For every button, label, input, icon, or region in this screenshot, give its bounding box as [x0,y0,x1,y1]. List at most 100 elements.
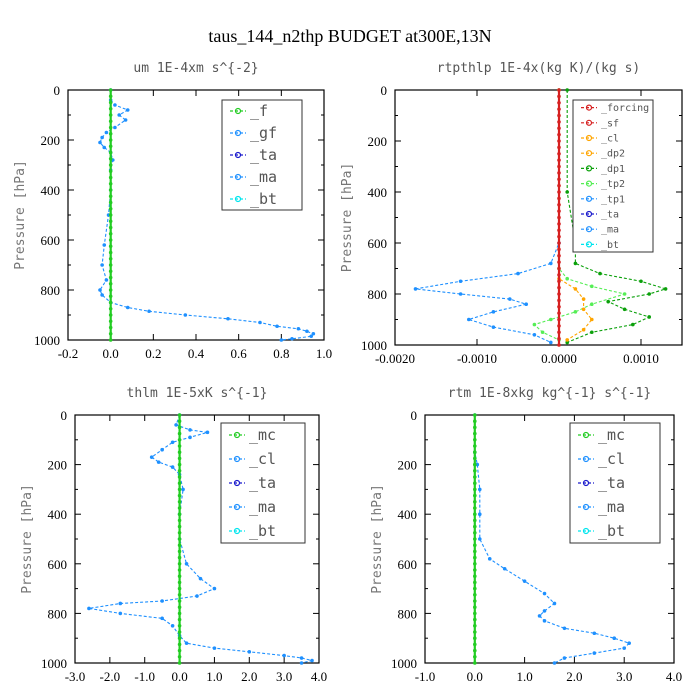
data-point [557,266,561,271]
y-tick-label: 600 [368,236,388,251]
y-tick-label: 400 [48,507,68,522]
data-point [184,562,189,566]
y-tick-label: 1000 [41,656,67,671]
data-point [177,431,182,436]
data-point [108,213,113,217]
legend-label: _ta [601,210,619,221]
data-point [104,278,109,282]
data-point [108,331,113,336]
data-point [473,648,477,653]
data-point [177,599,182,603]
data-point [177,518,182,523]
data-point [562,626,567,631]
data-point [108,200,113,205]
data-point [305,329,309,334]
x-tick-label: 2.0 [241,669,257,684]
data-point [557,241,561,245]
data-point [177,487,182,492]
data-point [177,506,182,510]
data-point [473,624,477,628]
data-point [108,281,113,286]
data-point [557,88,561,92]
data-point [108,113,113,117]
data-point [491,325,496,329]
legend-label: _ma [598,498,625,516]
legend-marker [585,119,593,126]
legend-marker [582,455,590,463]
data-point [177,624,182,628]
x-tick-label: 4.0 [666,669,682,684]
data-point [557,151,561,156]
data-point [212,586,217,591]
data-point [590,317,594,322]
data-point [108,163,113,167]
data-point [247,650,252,654]
data-point [557,222,561,226]
data-point [557,209,561,213]
data-point [177,450,182,455]
data-point [108,94,113,99]
legend-label: _tp2 [601,179,625,190]
data-point [557,317,561,322]
data-point [177,481,182,486]
data-point [100,263,104,267]
data-point [177,531,182,535]
data-point [108,119,113,124]
data-point [473,506,477,510]
data-point [174,423,178,427]
data-point [473,493,477,498]
legend-marker [582,527,590,535]
data-point [156,460,161,464]
x-tick-label: -0.2 [58,346,79,361]
data-point [473,438,477,442]
x-tick-label: 0.8 [273,346,289,361]
data-point [581,307,586,312]
data-point [565,190,569,194]
y-tick-label: 1000 [391,656,417,671]
data-point [258,320,262,325]
data-point [473,611,477,616]
data-point [226,316,230,321]
data-point [279,338,284,342]
data-point [108,250,113,255]
data-point [557,330,561,335]
data-point [296,326,301,331]
data-point [108,313,113,317]
x-tick-label: 1.0 [516,669,532,684]
data-point [108,306,113,311]
data-point [177,413,182,417]
data-point [590,302,594,307]
data-point [108,169,113,174]
data-point [458,292,463,296]
data-point [177,586,182,591]
y-tick-label: 600 [41,233,61,248]
data-point [557,273,561,277]
data-point [473,524,477,529]
y-tick-label: 1000 [34,333,60,348]
data-point [108,294,113,299]
data-point [177,593,182,597]
legend-label: _ta [249,474,276,492]
y-tick-label: 200 [48,458,68,473]
legend-marker [582,503,590,511]
data-point [113,125,117,130]
data-point [108,188,113,192]
chart-panel-4: rtm 1E-8xkg kg^{-1} s^{-1} Pressure [hPa]… [370,386,682,684]
data-point [473,555,477,560]
data-point [647,315,651,319]
data-point [540,330,545,335]
data-point [557,158,561,162]
chart-panels: um 1E-4xm s^{-2} Pressure [hPa] 0 200 400 600… [13,61,683,684]
data-point [177,543,182,547]
data-point [125,305,130,310]
legend-label: _mc [249,426,276,444]
data-point [557,107,561,111]
data-point [557,336,561,341]
legend-label: _bt [250,190,277,208]
data-point [557,298,561,303]
data-point [177,568,182,572]
legend-marker [233,431,241,439]
data-point [557,132,561,137]
legend-label: _tp1 [601,194,625,205]
data-point [573,287,578,291]
